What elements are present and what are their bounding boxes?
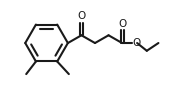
Text: O: O <box>77 11 86 21</box>
Text: O: O <box>132 38 140 48</box>
Text: O: O <box>118 19 126 29</box>
